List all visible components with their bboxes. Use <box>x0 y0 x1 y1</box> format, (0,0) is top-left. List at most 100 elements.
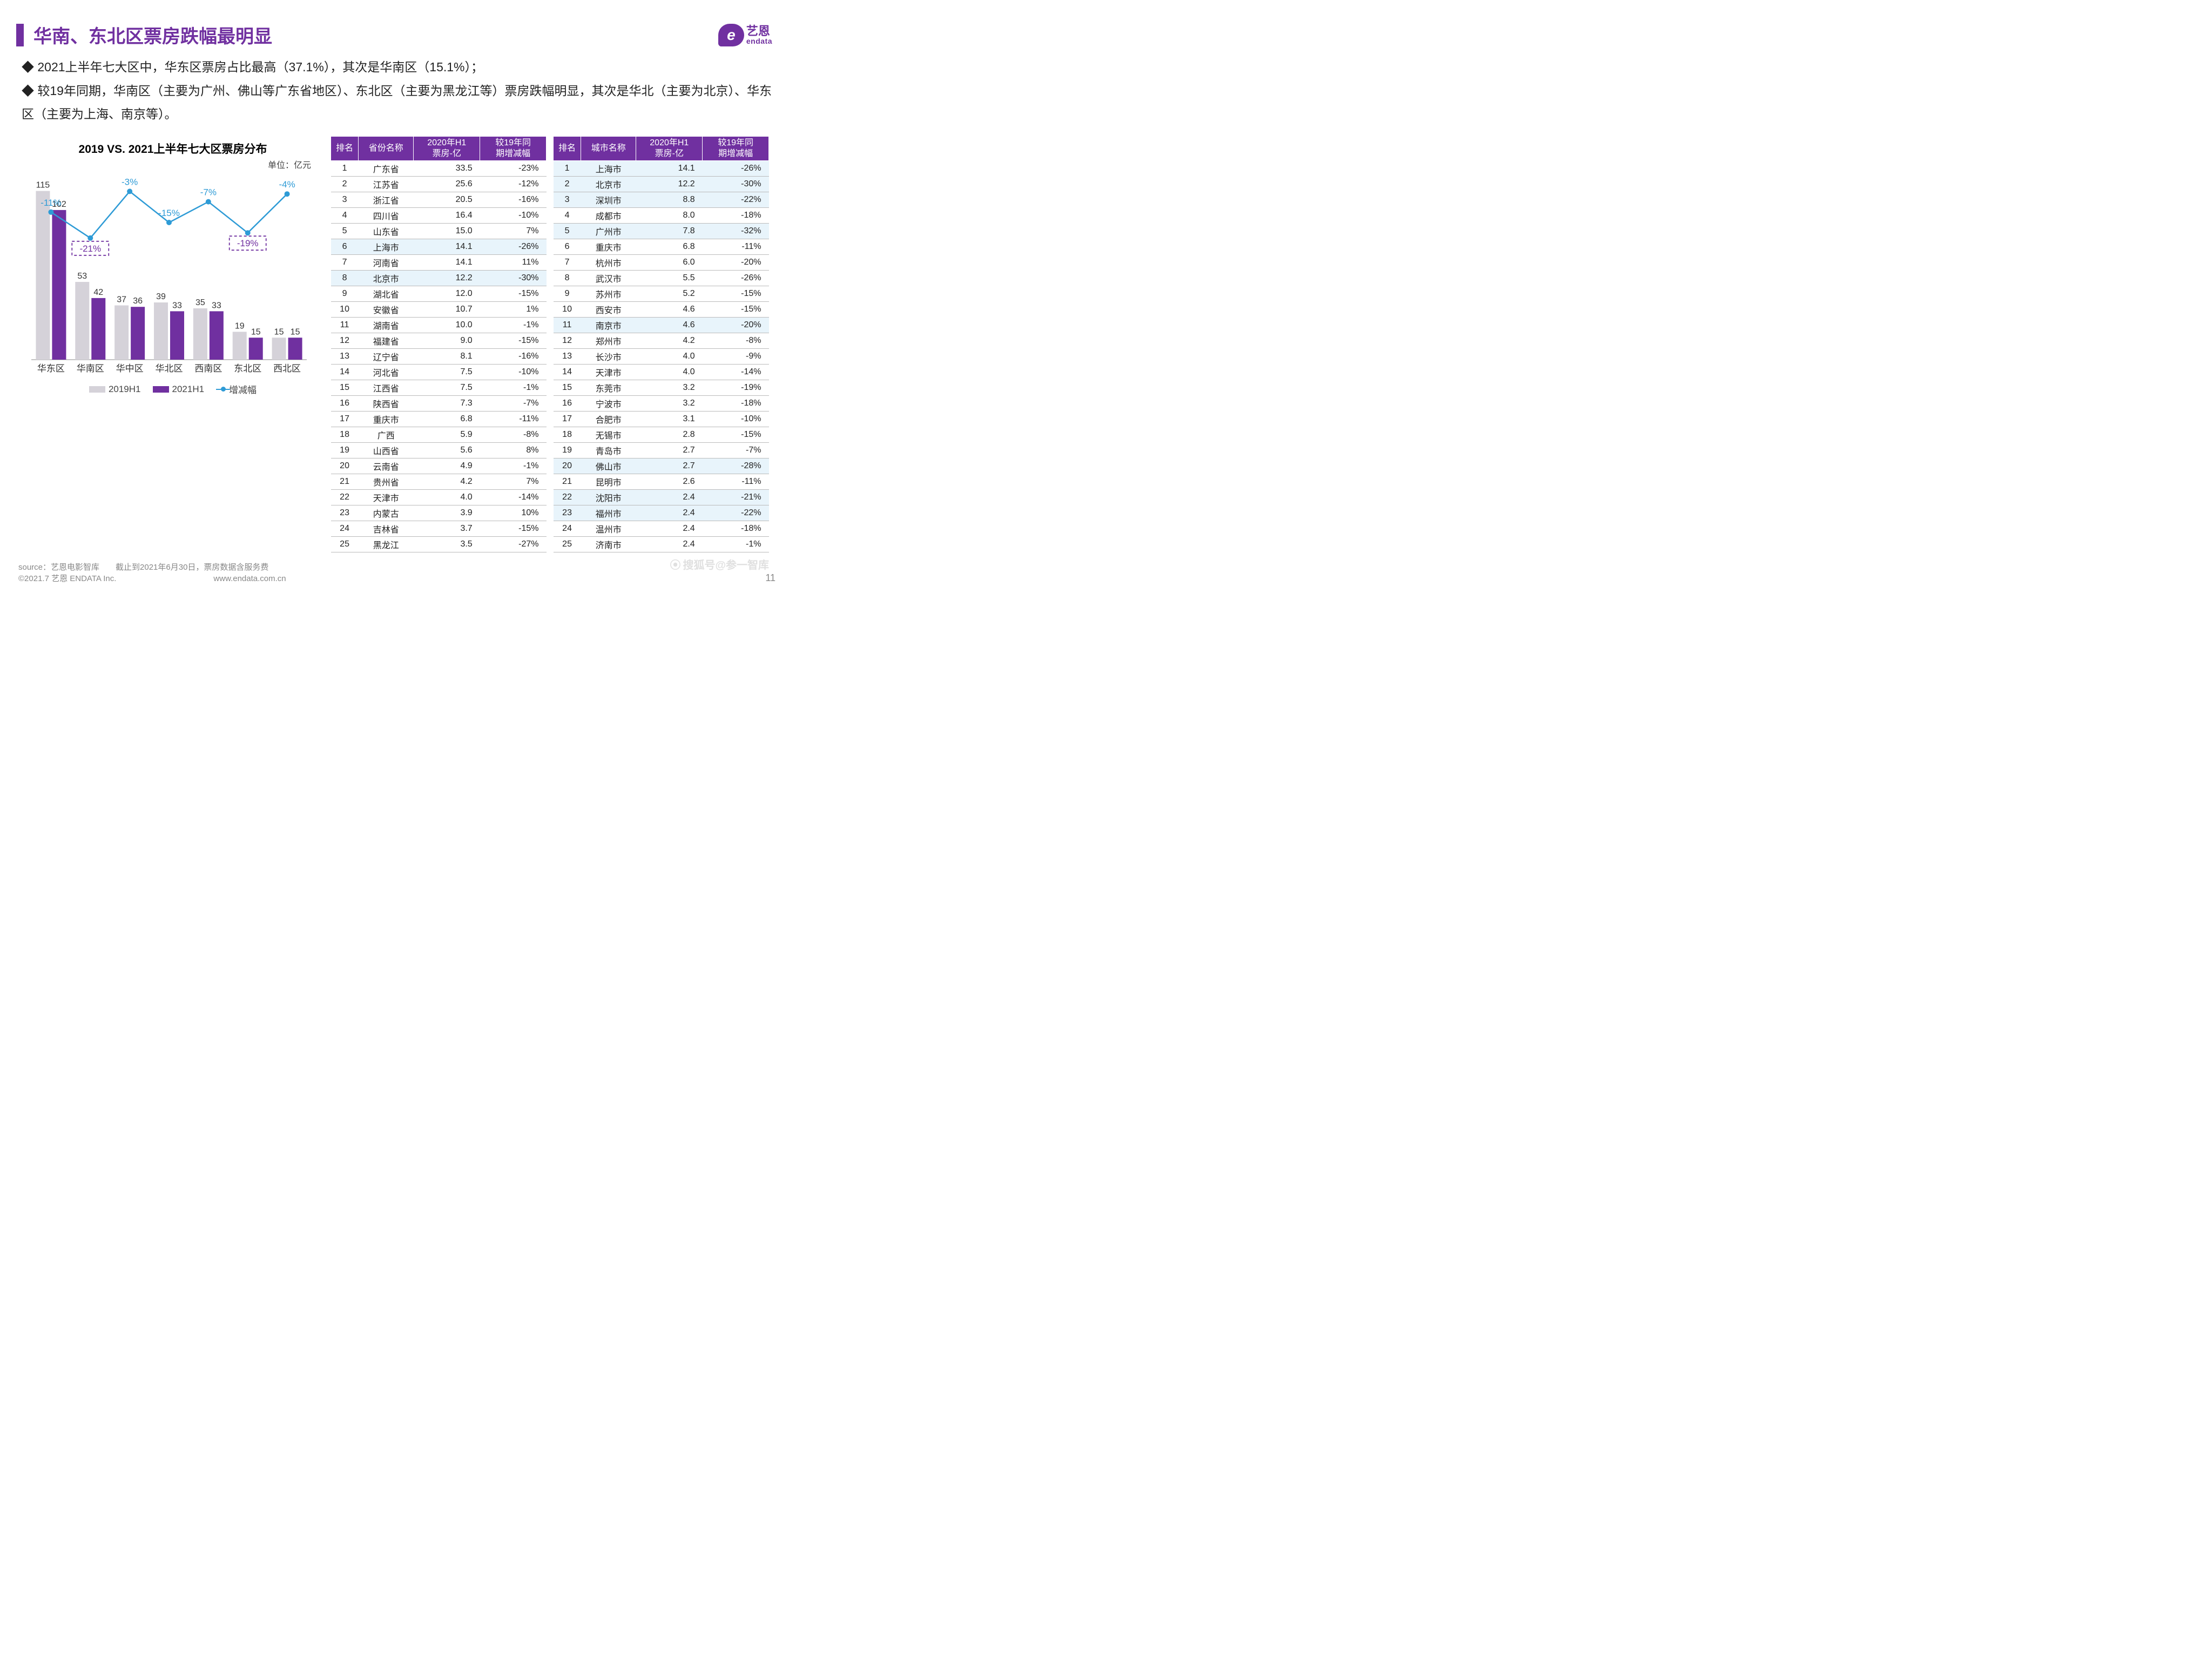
table-row: 11南京市4.6-20% <box>554 318 769 333</box>
svg-text:-11%: -11% <box>41 198 61 208</box>
table-row: 24吉林省3.7-15% <box>331 521 547 537</box>
table-row: 9湖北省12.0-15% <box>331 286 547 302</box>
svg-text:115: 115 <box>36 181 50 190</box>
table-header: 2020年H1票房-亿 <box>414 137 480 161</box>
svg-text:33: 33 <box>212 301 221 310</box>
city-table: 排名城市名称2020年H1票房-亿较19年同期增减幅1上海市14.1-26%2北… <box>553 136 769 552</box>
chart-title: 2019 VS. 2021上半年七大区票房分布 <box>22 140 324 157</box>
svg-text:42: 42 <box>93 288 103 297</box>
table-row: 16陕西省7.3-7% <box>331 396 547 412</box>
watermark-text: 搜狐号@参一智库 <box>683 556 769 572</box>
table-row: 14河北省7.5-10% <box>331 365 547 380</box>
brand-en: endata <box>746 37 772 45</box>
table-row: 24温州市2.4-18% <box>554 521 769 537</box>
table-row: 15东莞市3.2-19% <box>554 380 769 396</box>
svg-text:19: 19 <box>235 321 245 331</box>
chart-legend: 2019H1 2021H1 增减幅 <box>22 382 324 396</box>
brand-cn: 艺恩 <box>746 25 772 37</box>
svg-text:53: 53 <box>77 272 87 281</box>
brand-text: 艺恩 endata <box>746 25 772 45</box>
legend-swatch-line <box>216 387 226 392</box>
table-row: 1上海市14.1-26% <box>554 161 769 177</box>
legend-label-delta: 增减幅 <box>229 382 257 396</box>
table-row: 10安徽省10.71% <box>331 302 547 318</box>
bullet-1: 2021上半年七大区中，华东区票房占比最高（37.1%），其次是华南区（15.1… <box>22 56 772 79</box>
table-row: 3浙江省20.5-16% <box>331 192 547 208</box>
table-row: 8北京市12.2-30% <box>331 271 547 286</box>
svg-text:-3%: -3% <box>122 177 138 187</box>
summary-bullets: 2021上半年七大区中，华东区票房占比最高（37.1%），其次是华南区（15.1… <box>0 53 794 136</box>
table-row: 20佛山市2.7-28% <box>554 458 769 474</box>
svg-text:-19%: -19% <box>237 238 259 248</box>
svg-text:15: 15 <box>291 327 300 336</box>
legend-2021: 2021H1 <box>153 382 205 396</box>
svg-text:33: 33 <box>172 301 182 310</box>
table-header: 较19年同期增减幅 <box>480 137 547 161</box>
svg-text:-7%: -7% <box>200 187 217 198</box>
page-title: 华南、东北区票房跌幅最明显 <box>33 22 272 48</box>
table-row: 18广西5.9-8% <box>331 427 547 443</box>
table-row: 20云南省4.9-1% <box>331 458 547 474</box>
source-line: source：艺恩电影智库 截止到2021年6月30日，票房数据含服务费 <box>18 561 286 572</box>
table-row: 21贵州省4.27% <box>331 474 547 490</box>
brand-logo: e 艺恩 endata <box>718 24 772 46</box>
svg-text:15: 15 <box>251 327 261 336</box>
endata-icon: e <box>718 24 744 46</box>
table-row: 4成都市8.0-18% <box>554 208 769 224</box>
table-row: 3深圳市8.8-22% <box>554 192 769 208</box>
svg-text:37: 37 <box>117 295 126 305</box>
table-row: 22天津市4.0-14% <box>331 490 547 505</box>
table-row: 22沈阳市2.4-21% <box>554 490 769 505</box>
region-chart: 115102华东区5342华南区3736华中区3933华北区3533西南区191… <box>22 173 313 378</box>
table-row: 18无锡市2.8-15% <box>554 427 769 443</box>
table-row: 12郑州市4.2-8% <box>554 333 769 349</box>
table-row: 19山西省5.68% <box>331 443 547 458</box>
table-row: 5山东省15.07% <box>331 224 547 239</box>
table-header: 排名 <box>331 137 359 161</box>
svg-text:39: 39 <box>156 292 166 301</box>
table-row: 4四川省16.4-10% <box>331 208 547 224</box>
table-row: 14天津市4.0-14% <box>554 365 769 380</box>
svg-text:华南区: 华南区 <box>77 363 104 374</box>
table-header: 省份名称 <box>359 137 414 161</box>
table-header: 较19年同期增减幅 <box>703 137 769 161</box>
footer: source：艺恩电影智库 截止到2021年6月30日，票房数据含服务费 ©20… <box>18 561 775 584</box>
legend-delta: 增减幅 <box>216 382 257 396</box>
table-row: 7杭州市6.0-20% <box>554 255 769 271</box>
svg-text:-21%: -21% <box>79 244 101 254</box>
content-row: 2019 VS. 2021上半年七大区票房分布 单位：亿元 115102华东区5… <box>0 136 794 552</box>
svg-text:西南区: 西南区 <box>194 363 222 374</box>
table-row: 13辽宁省8.1-16% <box>331 349 547 365</box>
title-bar: 华南、东北区票房跌幅最明显 <box>0 0 794 53</box>
table-row: 15江西省7.5-1% <box>331 380 547 396</box>
legend-2019: 2019H1 <box>89 382 141 396</box>
chart-unit: 单位：亿元 <box>22 158 324 171</box>
table-row: 12福建省9.0-15% <box>331 333 547 349</box>
table-row: 10西安市4.6-15% <box>554 302 769 318</box>
title-accent <box>16 24 24 46</box>
svg-text:-4%: -4% <box>279 179 295 190</box>
table-header: 2020年H1票房-亿 <box>636 137 703 161</box>
svg-text:东北区: 东北区 <box>234 363 261 374</box>
svg-text:36: 36 <box>133 296 143 306</box>
table-row: 8武汉市5.5-26% <box>554 271 769 286</box>
svg-text:35: 35 <box>195 298 205 307</box>
table-header: 排名 <box>554 137 581 161</box>
table-row: 17重庆市6.8-11% <box>331 412 547 427</box>
legend-swatch-2021 <box>153 386 169 393</box>
table-row: 6上海市14.1-26% <box>331 239 547 255</box>
table-row: 19青岛市2.7-7% <box>554 443 769 458</box>
svg-text:-15%: -15% <box>158 208 180 218</box>
table-row: 11湖南省10.0-1% <box>331 318 547 333</box>
chart-zone: 2019 VS. 2021上半年七大区票房分布 单位：亿元 115102华东区5… <box>22 136 324 396</box>
watermark: ⦿搜狐号@参一智库 <box>670 556 769 572</box>
table-row: 2江苏省25.6-12% <box>331 177 547 192</box>
table-row: 16宁波市3.2-18% <box>554 396 769 412</box>
table-row: 7河南省14.111% <box>331 255 547 271</box>
svg-text:华东区: 华东区 <box>37 363 65 374</box>
table-row: 6重庆市6.8-11% <box>554 239 769 255</box>
bullet-2: 较19年同期，华南区（主要为广州、佛山等广东省地区）、东北区（主要为黑龙江等）票… <box>22 79 772 126</box>
table-row: 25黑龙江3.5-27% <box>331 537 547 552</box>
table-row: 2北京市12.2-30% <box>554 177 769 192</box>
svg-text:西北区: 西北区 <box>273 363 301 374</box>
